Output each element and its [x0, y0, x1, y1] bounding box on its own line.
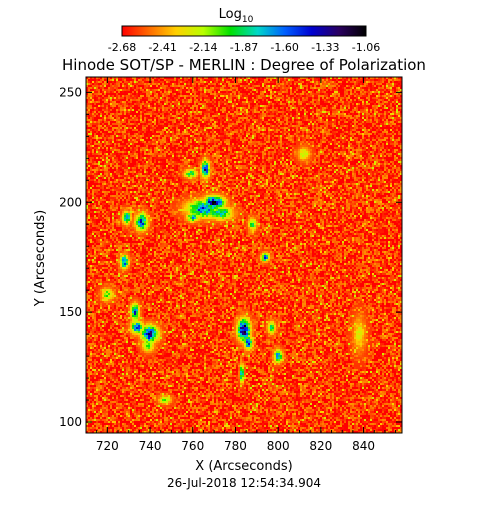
- plot-frame: [85, 76, 403, 434]
- x-tick-label: 780: [224, 439, 247, 453]
- colorbar-tick-label: -2.41: [148, 41, 176, 54]
- y-axis: 100 150 200 250: [59, 85, 402, 429]
- colorbar-tick-labels: -2.68 -2.41 -2.14 -1.87 -1.60 -1.33 -1.06: [108, 41, 380, 54]
- y-tick-label: 100: [59, 415, 82, 429]
- colorbar-tick-label: -1.06: [352, 41, 380, 54]
- heatmap-raster: [86, 77, 402, 433]
- chart-title: Hinode SOT/SP - MERLIN : Degree of Polar…: [62, 56, 426, 74]
- x-axis-label: X (Arcseconds): [195, 459, 292, 474]
- colorbar-tick-label: -1.87: [230, 41, 258, 54]
- x-axis: 720 740 760 780 800 820 840: [85, 77, 397, 453]
- x-tick-label: 720: [96, 439, 119, 453]
- y-tick-label: 250: [59, 85, 82, 99]
- timestamp: 26-Jul-2018 12:54:34.904: [167, 476, 321, 490]
- x-tick-label: 800: [267, 439, 290, 453]
- x-tick-label: 760: [181, 439, 204, 453]
- colorbar-title: Log10: [219, 7, 254, 25]
- x-tick-label: 840: [352, 439, 375, 453]
- colorbar-tick-label: -1.33: [311, 41, 339, 54]
- heatmap-image: [86, 77, 402, 433]
- y-tick-label: 200: [59, 195, 82, 209]
- x-tick-label: 740: [139, 439, 162, 453]
- colorbar-tick-label: -2.68: [108, 41, 136, 54]
- colorbar-tick-label: -2.14: [189, 41, 217, 54]
- y-tick-label: 150: [59, 305, 82, 319]
- y-axis-label: Y (Arcseconds): [33, 210, 48, 307]
- x-tick-label: 820: [309, 439, 332, 453]
- colorbar-tick-label: -1.60: [270, 41, 298, 54]
- colorbar: [121, 25, 367, 37]
